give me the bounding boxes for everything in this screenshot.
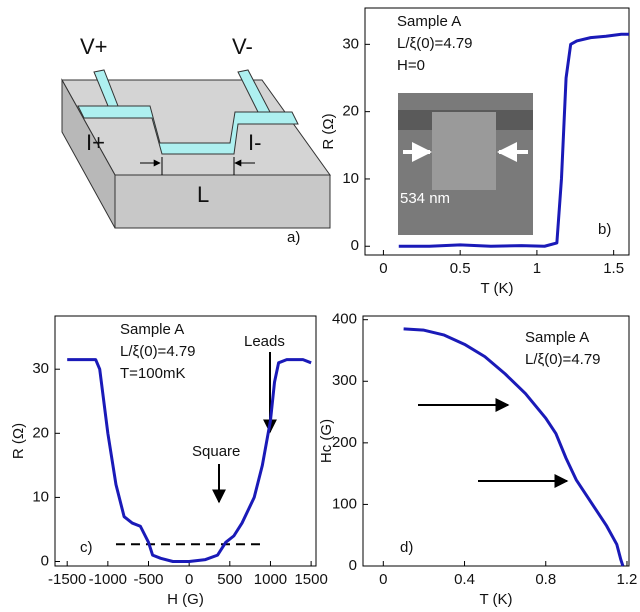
diagram-label: V+ [80,34,108,59]
y-axis-label: Hc (G) [318,419,335,463]
device-diagram: V+ V- I+ I- L a) [62,34,330,246]
x-axis-label: T (K) [480,280,513,297]
x-tick-label: 0.8 [535,571,556,588]
annotation: Sample A [120,321,184,338]
x-tick-label: 500 [217,571,242,588]
x-tick-label: 1.5 [603,260,624,277]
diagram-label: I- [248,130,261,155]
annotation: d) [400,539,413,556]
y-tick-label: 10 [32,488,49,505]
x-tick-label: -1000 [89,571,127,588]
annotation: c) [80,539,93,556]
annotation: b) [598,221,611,238]
x-tick-label: 1 [533,260,541,277]
annotation: Leads [244,333,285,350]
x-tick-label: 1500 [294,571,327,588]
y-tick-label: 100 [332,495,357,512]
annotation: L/ξ(0)=4.79 [397,35,473,52]
y-tick-label: 20 [342,103,359,120]
diagram-label: V- [232,34,253,59]
x-tick-label: 0.5 [450,260,471,277]
x-tick-label: -1500 [48,571,86,588]
y-tick-label: 0 [349,557,357,574]
x-tick-label: -500 [133,571,163,588]
y-axis-label: R (Ω) [320,113,337,149]
annotation: Sample A [525,329,589,346]
x-tick-label: 1000 [254,571,287,588]
annotation: Square [192,443,240,460]
figure: V+ V- I+ I- L a) 0 0.5 1 1.5 0 10 20 30 T (K) R (… [0,0,640,612]
sem-inset [398,93,533,235]
annotation: T=100mK [120,365,185,382]
x-tick-label: 0 [379,260,387,277]
diagram-label: L [197,182,209,207]
x-tick-label: 0 [185,571,193,588]
y-tick-label: 200 [332,434,357,451]
y-axis-label: R (Ω) [10,423,27,459]
annotation: L/ξ(0)=4.79 [120,343,196,360]
diagram-label: I+ [86,130,105,155]
y-tick-label: 10 [342,170,359,187]
y-tick-label: 20 [32,424,49,441]
annotation: 534 nm [400,190,450,207]
y-tick-label: 30 [32,360,49,377]
panel-label: a) [287,229,300,246]
x-axis-label: H (G) [167,591,204,608]
annotation: L/ξ(0)=4.79 [525,351,601,368]
data-line [67,360,311,562]
y-tick-label: 0 [351,237,359,254]
x-tick-label: 1.2 [617,571,638,588]
x-tick-label: 0 [379,571,387,588]
y-tick-label: 30 [342,35,359,52]
y-tick-label: 400 [332,311,357,328]
x-tick-label: 0.4 [454,571,475,588]
arrows [219,352,567,502]
annotation: H=0 [397,57,425,74]
y-tick-label: 0 [41,552,49,569]
x-axis-label: T (K) [479,591,512,608]
annotation: Sample A [397,13,461,30]
y-tick-label: 300 [332,372,357,389]
